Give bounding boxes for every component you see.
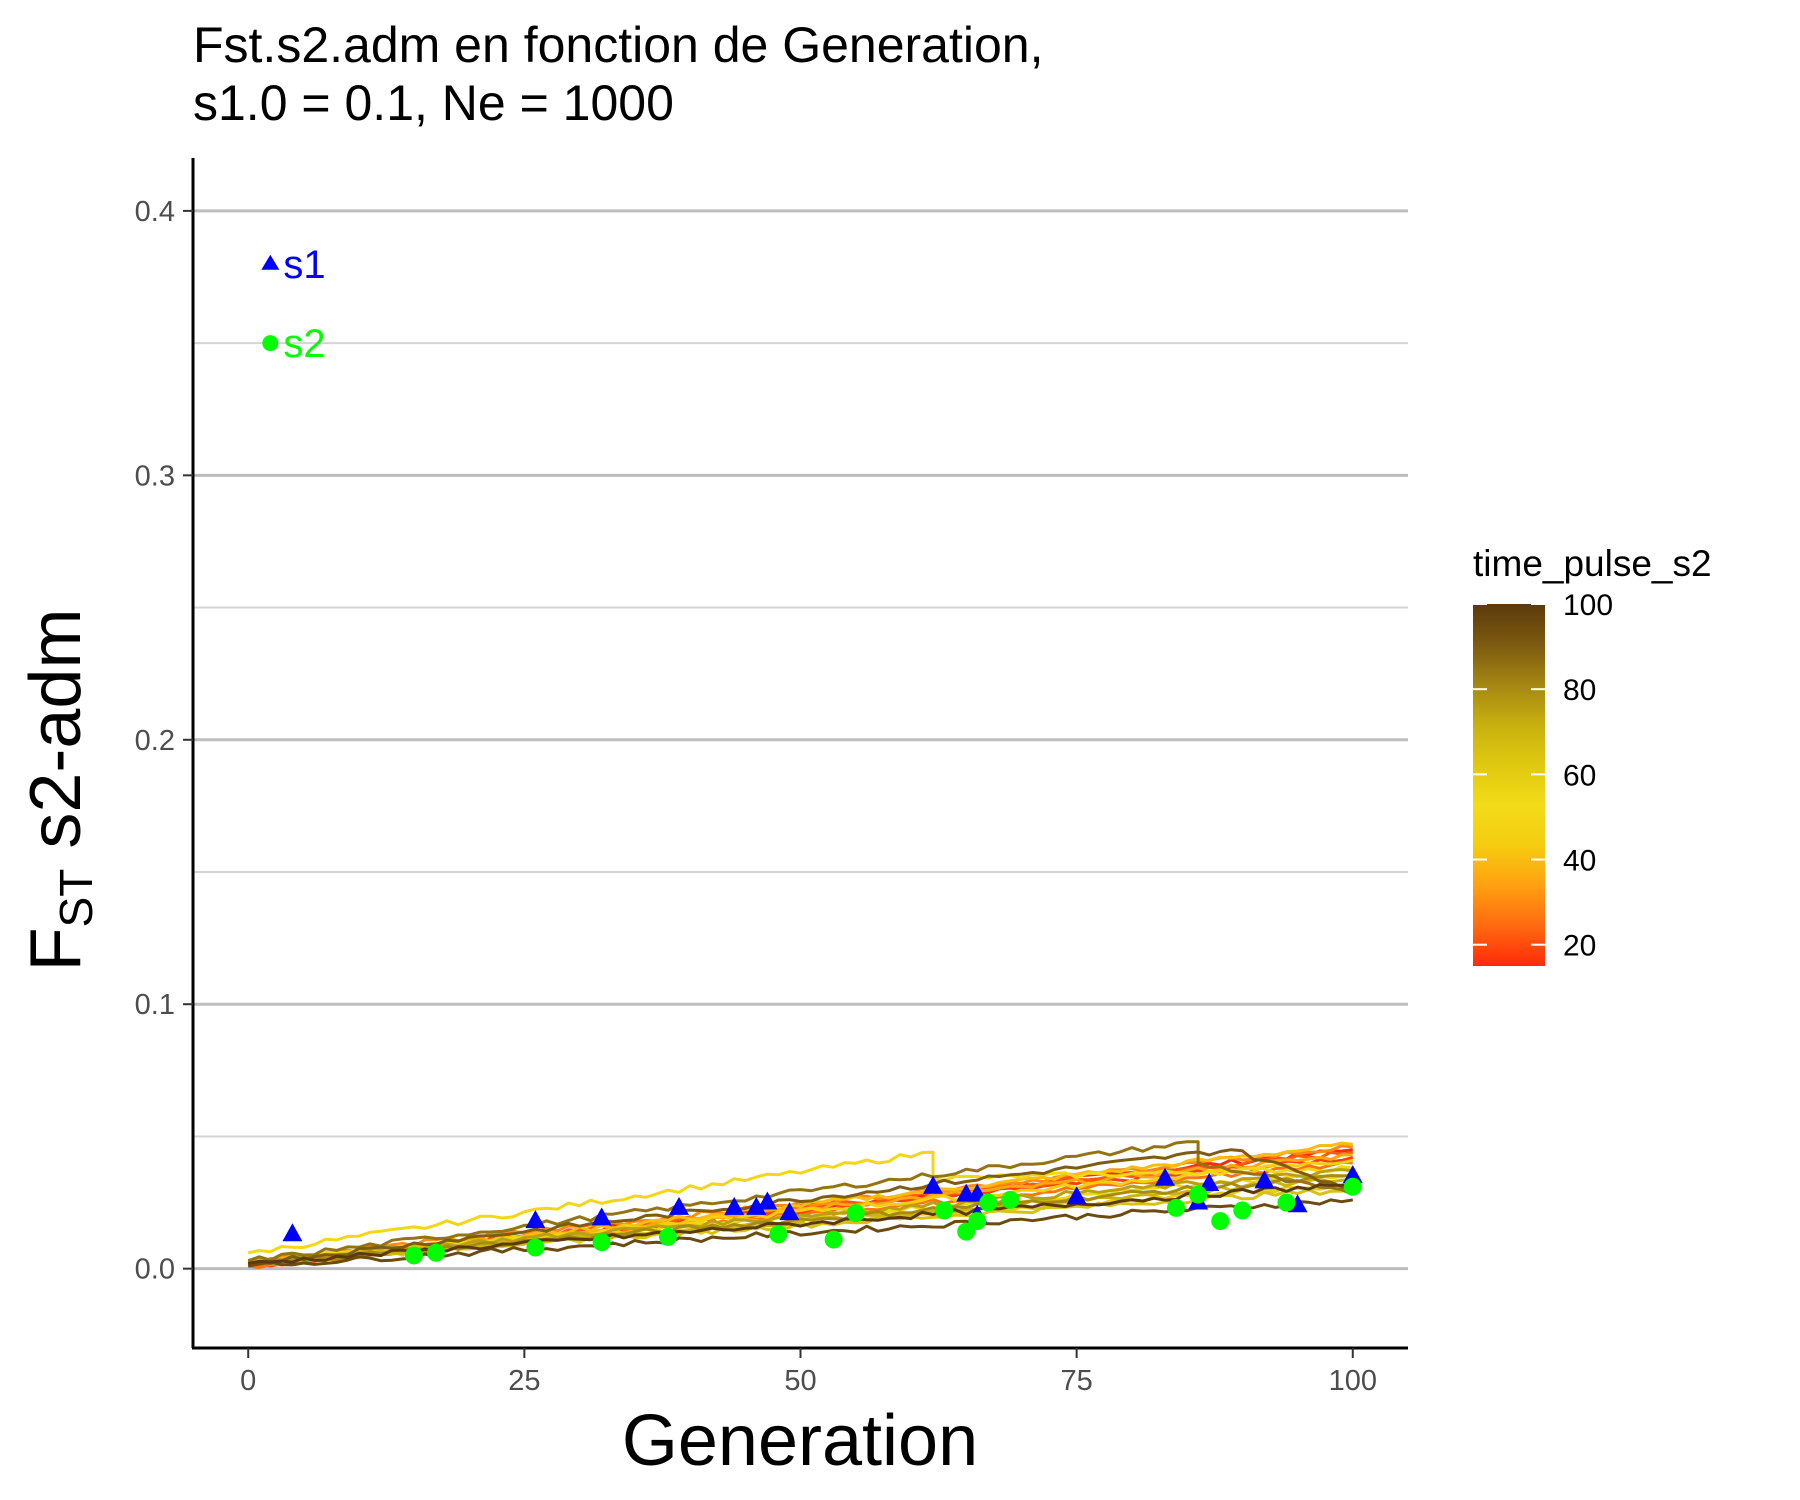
- annotation-marker: [261, 254, 280, 270]
- s2-point: [427, 1243, 445, 1262]
- title-line-1: Fst.s2.adm en fonction de Generation,: [193, 17, 1044, 73]
- y-tick-label: 0.0: [135, 1254, 175, 1286]
- s2-point: [1001, 1190, 1020, 1209]
- s2-point: [935, 1201, 954, 1220]
- title-line-2: s1.0 = 0.1, Ne = 1000: [193, 75, 674, 131]
- y-axis-title-rest: s2-adm: [16, 609, 96, 869]
- s2-point: [592, 1233, 611, 1252]
- s2-point: [1189, 1185, 1208, 1204]
- x-tick-label: 100: [1329, 1365, 1377, 1397]
- y-axis-title-sub: ST: [50, 869, 102, 928]
- data-points: [282, 1165, 1363, 1265]
- s1-point: [1254, 1170, 1275, 1189]
- legend-tick-label: 20: [1563, 930, 1596, 963]
- s2-point: [404, 1246, 423, 1265]
- s2-point: [846, 1204, 865, 1223]
- y-tick-label: 0.3: [135, 460, 175, 492]
- y-axis-title-main: F: [16, 927, 96, 971]
- s2-point: [1167, 1198, 1186, 1217]
- s1-point: [746, 1196, 767, 1215]
- legend-ticks: 20 40 60 80 100: [1473, 589, 1613, 963]
- x-tick-label: 0: [240, 1365, 256, 1397]
- annotation-marker: [262, 335, 279, 352]
- annotation-label: s2: [283, 322, 325, 366]
- s1-point: [1199, 1173, 1220, 1192]
- s2-point: [824, 1230, 843, 1249]
- x-tick-label: 50: [784, 1365, 816, 1397]
- grid-lines: [193, 209, 1408, 1271]
- legend-tick-label: 80: [1563, 674, 1596, 707]
- s2-point: [968, 1212, 987, 1231]
- s1-point: [525, 1210, 546, 1229]
- s1-point: [923, 1175, 944, 1194]
- x-tick-label: 75: [1061, 1365, 1093, 1397]
- y-tick-label: 0.1: [135, 989, 175, 1021]
- s1-point: [1155, 1167, 1175, 1186]
- y-axis-title: FST s2-adm: [16, 609, 102, 972]
- series-line: [248, 1148, 1354, 1265]
- s1-point: [669, 1196, 689, 1215]
- legend-title: time_pulse_s2: [1473, 543, 1712, 584]
- s2-point: [979, 1193, 998, 1212]
- legend-colorbar: [1473, 604, 1545, 966]
- legend-tick-label: 40: [1563, 845, 1596, 878]
- series-line: [247, 1150, 1354, 1255]
- s1-point: [1066, 1186, 1087, 1205]
- legend-tick-label: 100: [1563, 589, 1613, 622]
- s2-point: [658, 1227, 677, 1246]
- y-tick-label: 0.2: [135, 725, 175, 757]
- series-line: [247, 1140, 1354, 1263]
- s1-point: [282, 1223, 303, 1242]
- shape-annotations: s1 s2: [261, 243, 326, 366]
- x-tick-label: 25: [508, 1365, 540, 1397]
- s2-point: [1277, 1193, 1296, 1212]
- s1-point: [591, 1207, 612, 1226]
- chart-title: Fst.s2.adm en fonction de Generation, s1…: [193, 17, 1044, 131]
- s2-point: [1233, 1201, 1252, 1220]
- axis-ticks: 0 25 50 75 100 0.0 0.1 0.2 0.3 0.4: [135, 196, 1377, 1397]
- s1-point: [724, 1196, 745, 1215]
- legend: time_pulse_s2 20 40 60 80 100: [1473, 543, 1712, 966]
- s2-point: [526, 1238, 545, 1257]
- y-tick-label: 0.4: [135, 196, 175, 228]
- s1-point: [1342, 1165, 1363, 1184]
- x-axis-title: Generation: [622, 1401, 978, 1481]
- s1-point: [757, 1191, 778, 1210]
- s1-point: [779, 1202, 800, 1221]
- s2-point: [1343, 1177, 1362, 1196]
- s2-point: [769, 1225, 788, 1244]
- legend-tick-label: 60: [1563, 759, 1596, 792]
- annotation-label: s1: [283, 243, 325, 287]
- s2-point: [1211, 1212, 1230, 1231]
